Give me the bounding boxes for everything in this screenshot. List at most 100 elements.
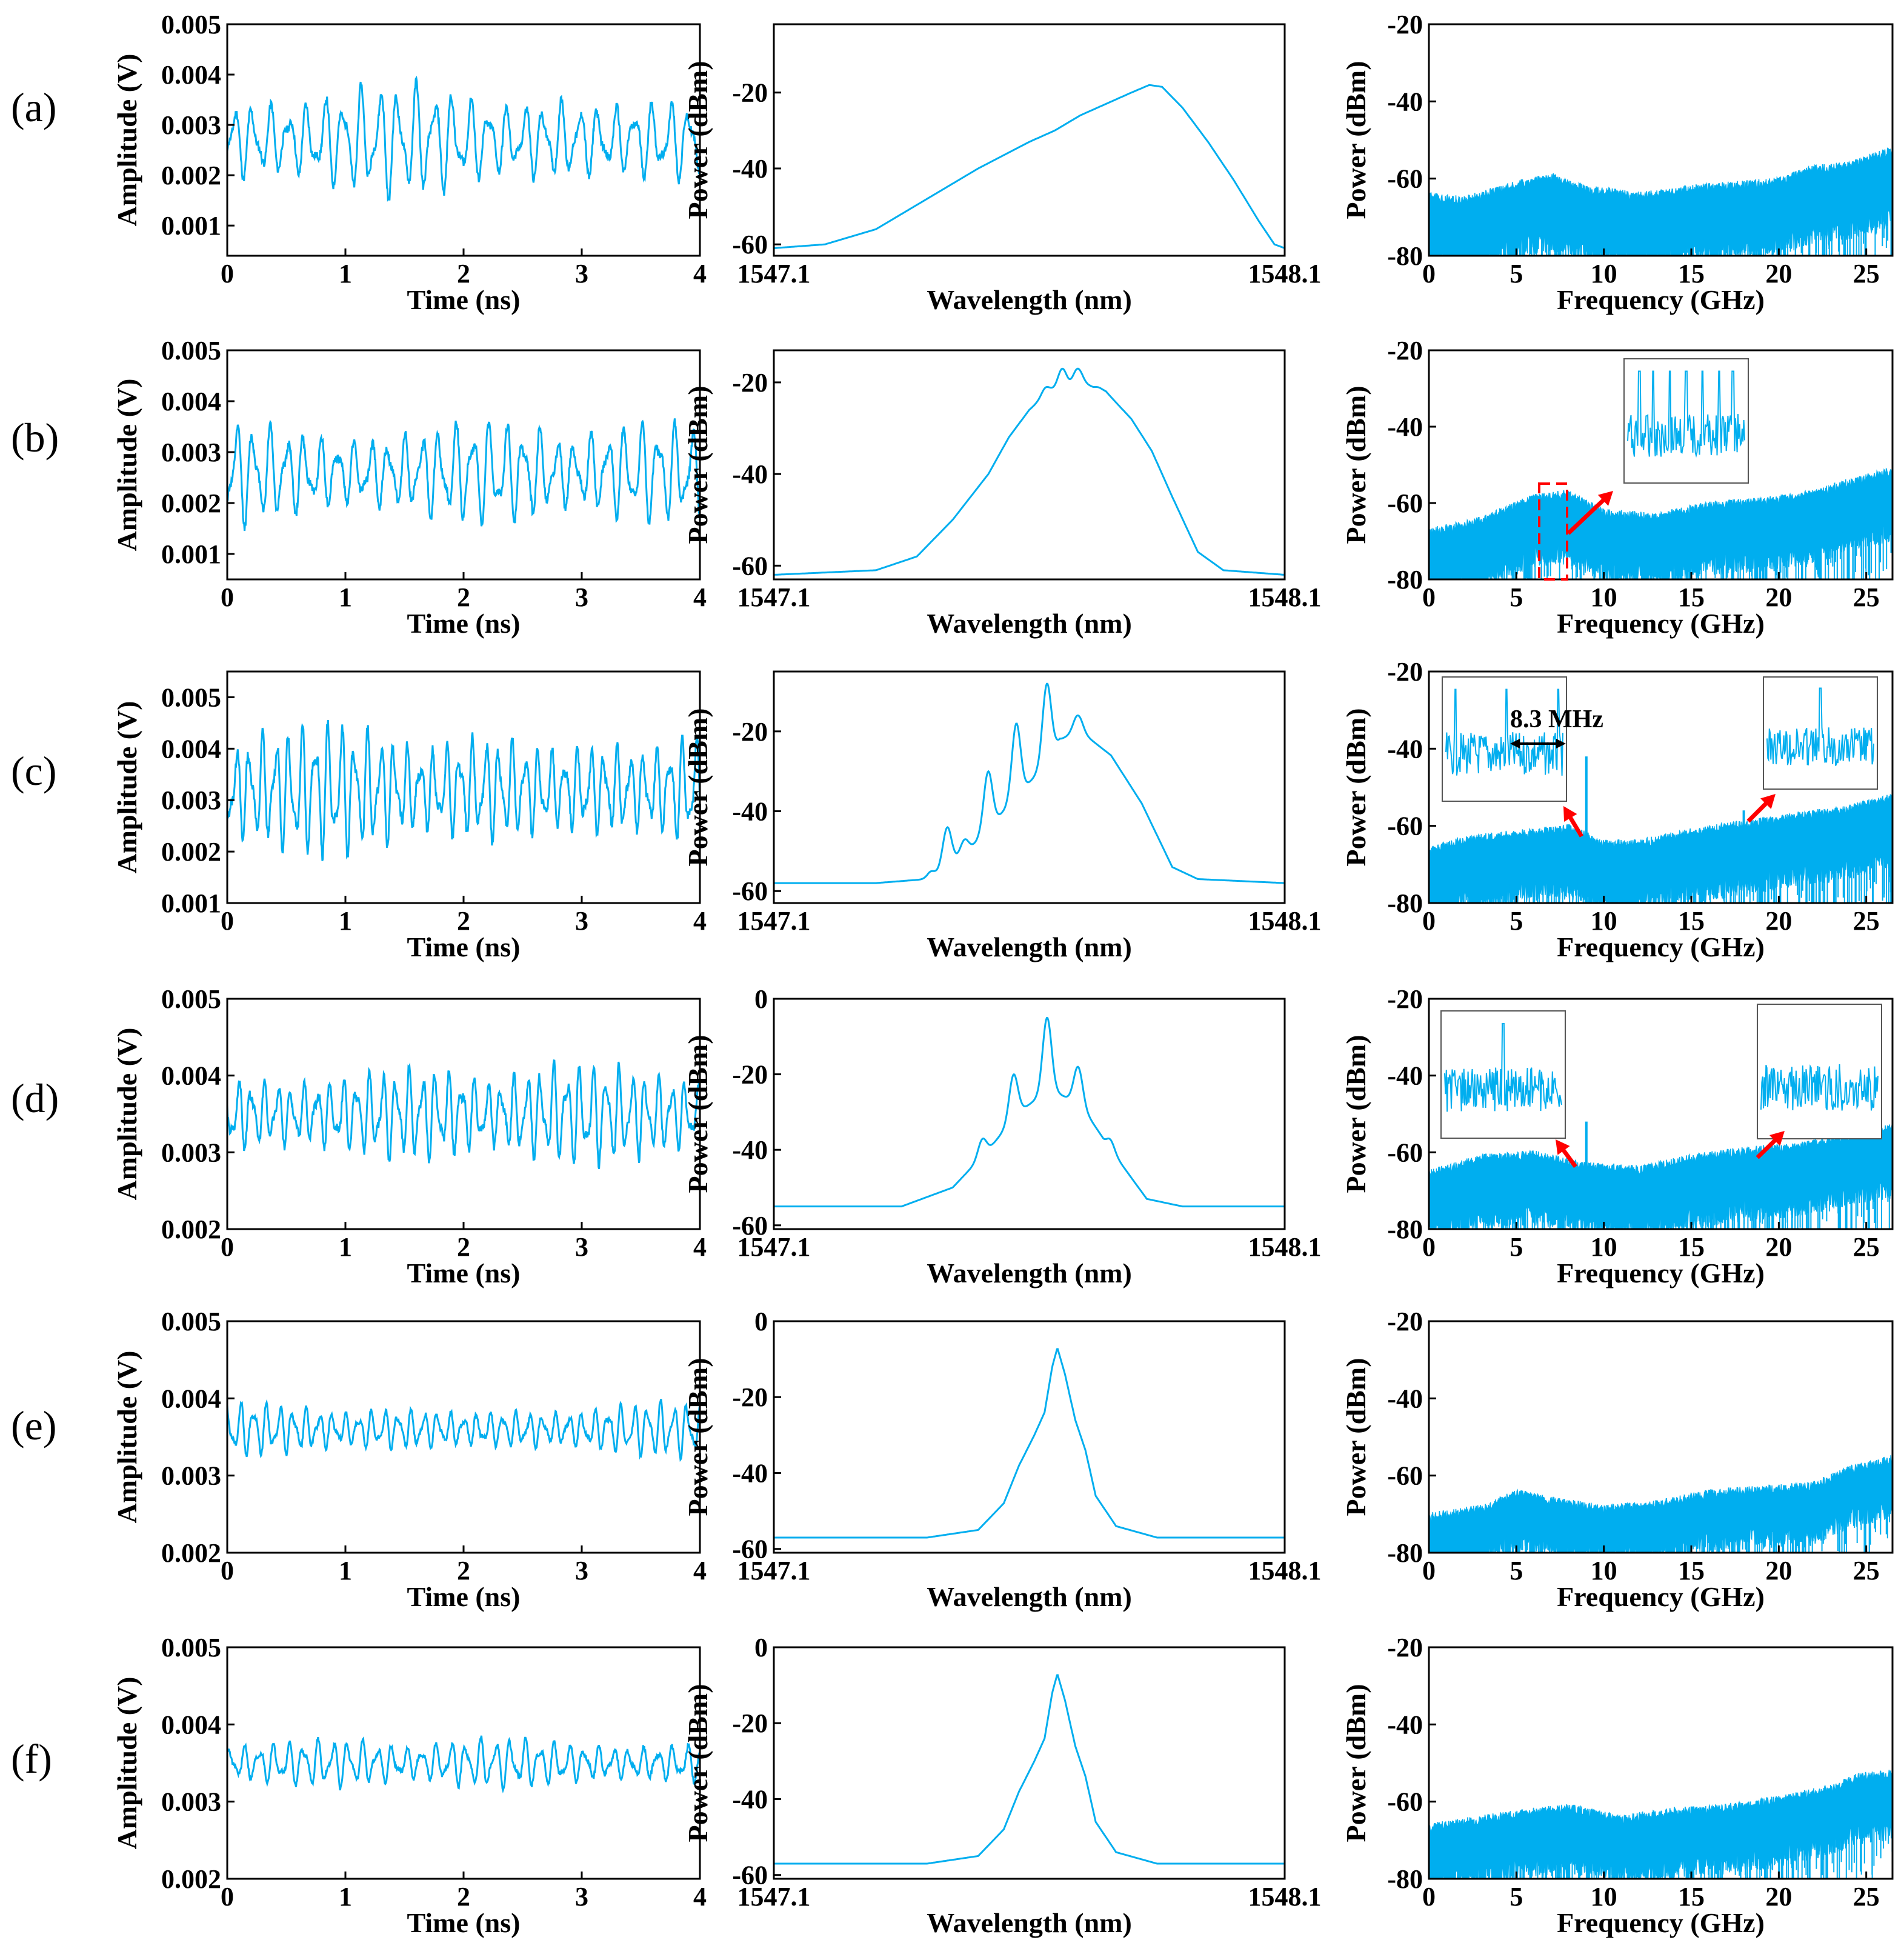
spectrum-series — [774, 1674, 1285, 1865]
y-tick-label: 0 — [754, 984, 768, 1014]
x-tick-label: 1548.1 — [1248, 582, 1322, 612]
plot-area — [774, 84, 1285, 249]
x-tick-label: 25 — [1853, 906, 1880, 936]
x-axis-label: Frequency (GHz) — [1557, 932, 1765, 962]
x-tick-label: 1547.1 — [737, 1882, 811, 1912]
y-axis-label: Power (dBm) — [1340, 1684, 1371, 1842]
x-tick-label: 3 — [575, 582, 588, 612]
y-tick-label: 0.004 — [161, 734, 221, 764]
axes-frame — [773, 1646, 1286, 1880]
y-tick-label: 0.001 — [161, 539, 221, 569]
panel-d-spectrum: 1547.1 1548.1 0 -20 -40 -60 Wavelength (nm) Pow… — [682, 984, 1322, 1288]
y-tick-label: 0.004 — [161, 1384, 221, 1413]
x-tick-label: 0 — [1422, 1232, 1436, 1262]
x-axis-label: Wavelength (nm) — [927, 932, 1132, 962]
arrow-shaft — [1566, 496, 1607, 535]
x-tick-label: 1547.1 — [737, 259, 811, 288]
spacing-label: 8.3 MHz — [1510, 705, 1603, 733]
x-tick-label: 20 — [1765, 906, 1792, 936]
y-tick-label: -60 — [732, 551, 768, 581]
panel-f-spectrum: 1547.1 1548.1 0 -20 -40 -60 Wavelength (nm) Pow… — [682, 1633, 1322, 1938]
x-axis-label: Wavelength (nm) — [927, 1907, 1132, 1938]
x-axis-label: Frequency (GHz) — [1557, 284, 1765, 315]
y-tick-label: 0.003 — [161, 1461, 221, 1491]
x-tick-label: 20 — [1765, 259, 1792, 288]
x-tick-label: 0 — [221, 1556, 234, 1585]
waveform-series — [227, 1059, 700, 1170]
y-tick-label: -40 — [1387, 87, 1423, 116]
y-tick-label: 0.004 — [161, 1061, 221, 1091]
y-tick-label: -40 — [732, 154, 768, 184]
plot-area — [774, 1348, 1285, 1539]
arrow-b — [1566, 491, 1613, 535]
x-tick-label: 15 — [1678, 1882, 1705, 1912]
x-axis-label: Wavelength (nm) — [927, 284, 1132, 315]
panel-a-rf: 0 5 10 15 20 25 -20 -40 -60 -80 Frequency (GHz) Pow… — [1340, 10, 1894, 315]
arrow-shaft — [1756, 1137, 1779, 1159]
x-tick-label: 1548.1 — [1248, 1232, 1322, 1262]
spacing-annotation: 8.3 MHz — [1510, 705, 1603, 748]
x-tick-label: 5 — [1510, 906, 1523, 936]
y-tick-label: -40 — [732, 1135, 768, 1165]
y-axis-label: Amplitude (V) — [112, 701, 142, 874]
y-tick-label: -60 — [1387, 488, 1423, 518]
x-tick-label: 2 — [457, 582, 470, 612]
y-tick-label: 0.003 — [161, 110, 221, 140]
spectrum-series — [774, 682, 1285, 884]
plot-area — [1429, 1770, 1892, 1879]
inset-b — [1623, 358, 1749, 484]
plot-area — [1429, 147, 1892, 256]
x-tick-label: 25 — [1853, 1882, 1880, 1912]
y-tick-label: -60 — [1387, 164, 1423, 194]
panel-c-rf: 0 5 10 15 20 25 -20 -40 -60 -80 Frequency (GHz) Pow… — [1340, 657, 1894, 962]
x-tick-label: 1 — [339, 582, 352, 612]
y-axis-label: Power (dBm) — [682, 1035, 713, 1193]
x-axis-label: Wavelength (nm) — [927, 1581, 1132, 1612]
spectrum-series — [774, 84, 1285, 249]
y-axis-label: Power (dBm) — [1340, 708, 1371, 866]
y-tick-label: -80 — [1387, 1215, 1423, 1244]
plot-area — [227, 719, 700, 861]
inset-d-left — [1440, 1010, 1566, 1139]
x-tick-label: 2 — [457, 1232, 470, 1262]
row-label: (e) — [11, 1402, 56, 1448]
y-tick-label: -40 — [1387, 1061, 1423, 1091]
x-tick-label: 5 — [1510, 259, 1523, 288]
y-axis-label: Power (dBm) — [1340, 61, 1371, 219]
panel-b-rf: 0 5 10 15 20 25 -20 -40 -60 -80 Frequency (GHz) Pow… — [1340, 336, 1894, 639]
plot-area — [774, 367, 1285, 576]
x-tick-label: 4 — [693, 1882, 707, 1912]
x-tick-label: 3 — [575, 1232, 588, 1262]
y-axis-label: Power (dBm) — [682, 385, 713, 544]
y-axis-label: Power (dBm) — [1340, 385, 1371, 544]
y-tick-label: 0.002 — [161, 1864, 221, 1894]
x-tick-label: 1547.1 — [737, 1232, 811, 1262]
arrow-shaft — [1746, 800, 1769, 823]
arrow-shaft — [1560, 1147, 1577, 1168]
x-tick-label: 20 — [1765, 582, 1792, 612]
y-tick-label: -20 — [1387, 336, 1423, 365]
y-tick-label: -60 — [1387, 1138, 1423, 1167]
y-axis-label: Power (dBm) — [1340, 1358, 1371, 1516]
panel-e-spectrum: 1547.1 1548.1 0 -20 -40 -60 Wavelength (nm) Pow… — [682, 1307, 1322, 1612]
axes-frame — [773, 349, 1286, 581]
axes-frame — [1428, 1320, 1894, 1554]
x-tick-label: 15 — [1678, 906, 1705, 936]
x-axis-label: Wavelength (nm) — [927, 1258, 1132, 1288]
x-axis-label: Time (ns) — [407, 284, 521, 315]
inset-c-right — [1763, 676, 1878, 790]
x-tick-label: 1548.1 — [1248, 1556, 1322, 1585]
arrow-d-left — [1556, 1139, 1577, 1168]
plot-area — [1429, 1455, 1892, 1553]
waveform-series — [227, 418, 700, 532]
y-tick-label: -40 — [732, 797, 768, 827]
arrow-shaft — [1567, 814, 1584, 838]
waveform-series — [227, 75, 700, 202]
x-tick-label: 25 — [1853, 1232, 1880, 1262]
inset-trace — [1760, 1064, 1879, 1111]
y-tick-label: 0.004 — [161, 387, 221, 416]
x-axis-label: Frequency (GHz) — [1557, 1581, 1765, 1612]
axes-frame — [773, 23, 1286, 257]
y-tick-label: -80 — [1387, 241, 1423, 271]
x-tick-label: 1548.1 — [1248, 906, 1322, 936]
